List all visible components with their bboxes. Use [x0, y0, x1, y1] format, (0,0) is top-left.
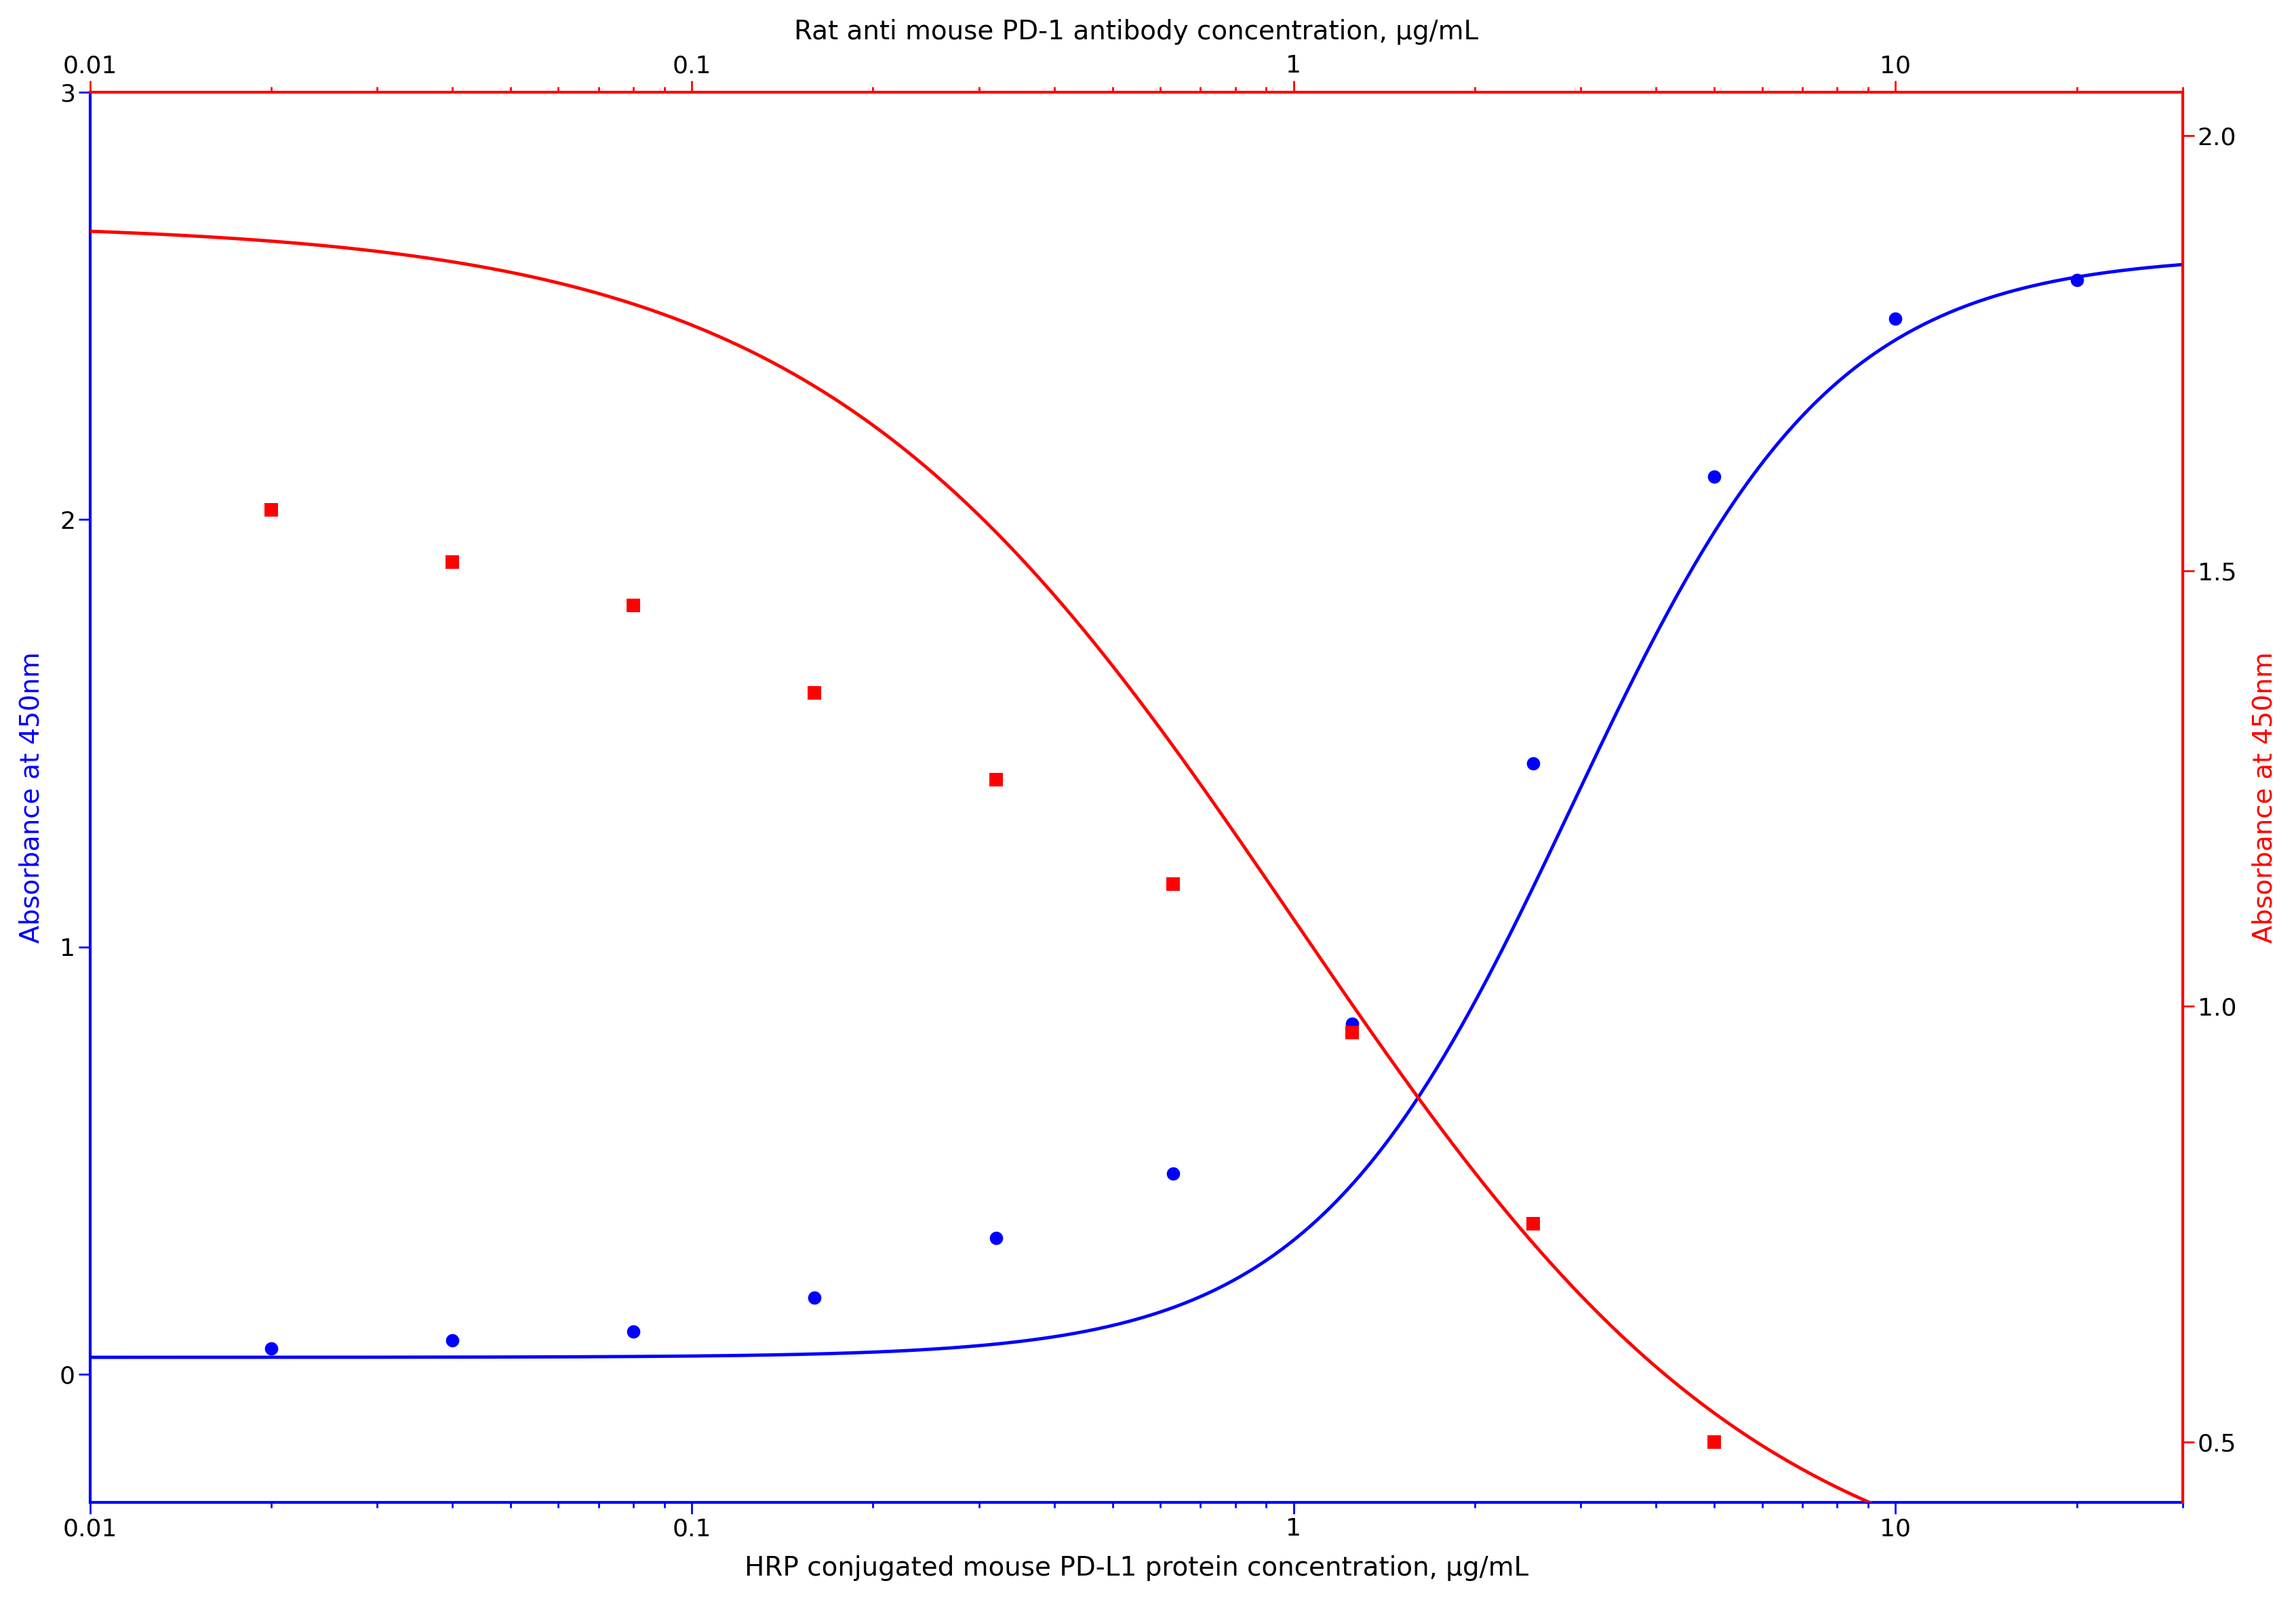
X-axis label: Rat anti mouse PD-1 antibody concentration, μg/mL: Rat anti mouse PD-1 antibody concentrati… [794, 19, 1479, 45]
Point [615, 1318, 652, 1344]
Point [1515, 1211, 1552, 1237]
Y-axis label: Absorbance at 450nm: Absorbance at 450nm [18, 651, 44, 942]
Point [797, 680, 833, 706]
Point [1155, 872, 1192, 898]
Point [1515, 750, 1552, 776]
Point [978, 766, 1015, 792]
X-axis label: HRP conjugated mouse PD-L1 protein concentration, μg/mL: HRP conjugated mouse PD-L1 protein conce… [744, 1555, 1529, 1581]
Point [978, 1226, 1015, 1251]
Point [253, 1336, 289, 1362]
Point [797, 1285, 833, 1310]
Point [1334, 1019, 1371, 1045]
Point [1334, 1011, 1371, 1037]
Point [615, 594, 652, 619]
Point [1697, 1429, 1733, 1454]
Point [2060, 267, 2096, 293]
Point [434, 549, 471, 574]
Point [253, 498, 289, 523]
Point [1155, 1160, 1192, 1186]
Point [1697, 464, 1733, 490]
Point [1878, 1542, 1915, 1568]
Y-axis label: Absorbance at 450nm: Absorbance at 450nm [2252, 651, 2278, 942]
Point [1878, 306, 1915, 331]
Point [434, 1328, 471, 1354]
